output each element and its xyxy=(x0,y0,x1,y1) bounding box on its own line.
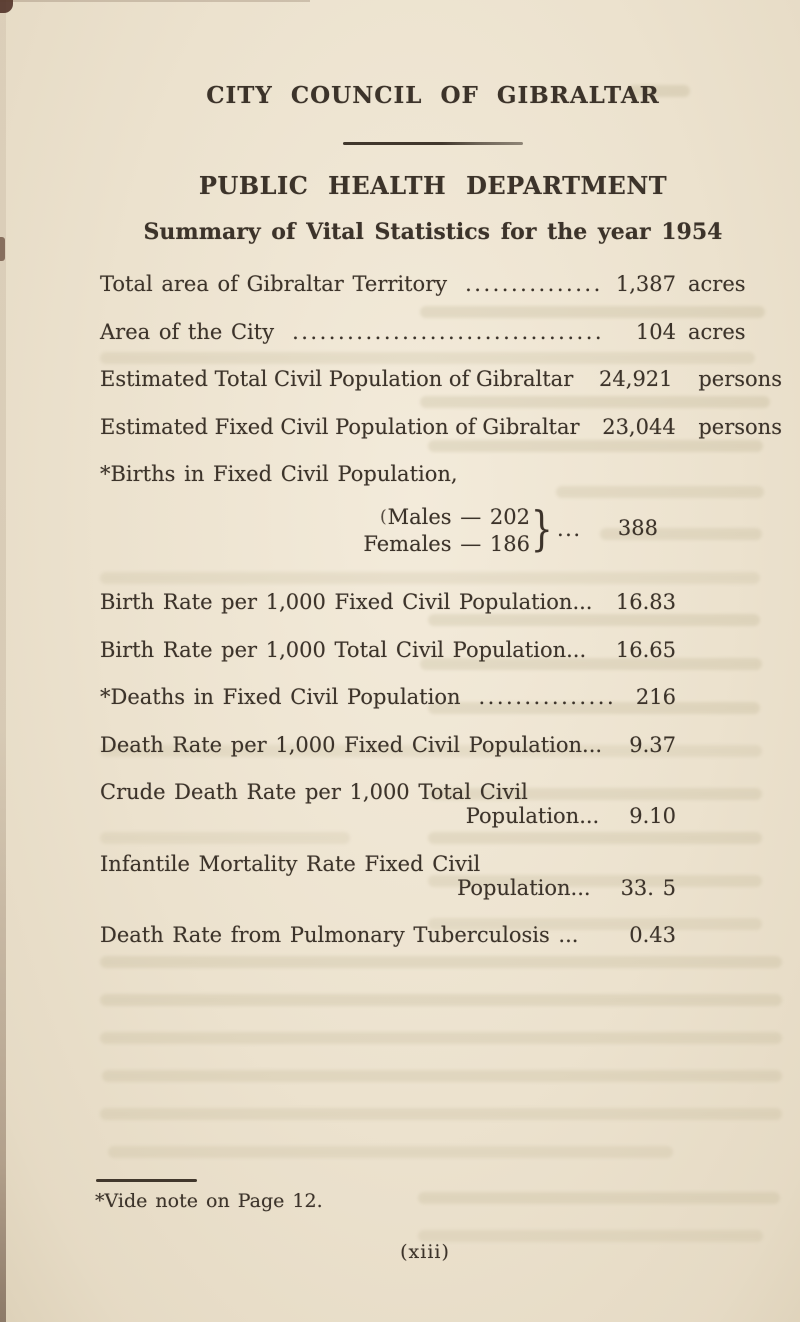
stat-label: *Deaths in Fixed Civil Population xyxy=(100,685,461,709)
stat-label: Area of the City xyxy=(100,320,275,344)
males-label: Males xyxy=(387,505,452,529)
stat-value: 24,921 xyxy=(599,367,673,391)
stat-value: 9.37 xyxy=(629,733,676,757)
page-number: (xiii) xyxy=(400,1241,450,1263)
bleedthrough-artifact xyxy=(100,1032,782,1044)
stat-label: Crude Death Rate per 1,000 Total Civil xyxy=(100,780,528,804)
top-edge-shadow xyxy=(0,0,310,2)
department-title: PUBLIC HEALTH DEPARTMENT xyxy=(198,171,668,200)
stat-value: 16.65 xyxy=(615,638,676,662)
footnote-text: *Vide note on Page 12. xyxy=(95,1190,323,1212)
stat-label: Death Rate per 1,000 Fixed Civil Populat… xyxy=(100,733,603,757)
footnote-rule xyxy=(96,1179,197,1182)
leader-dots: .................................. xyxy=(292,320,605,344)
bleedthrough-artifact xyxy=(100,994,782,1006)
births-total-value: 388 xyxy=(617,516,658,540)
stat-row-crude-death-rate-line2: Population... 9.10 xyxy=(100,804,676,828)
females-line: Females — 186 xyxy=(330,532,530,556)
stat-row-est-total-population: Estimated Total Civil Population of Gibr… xyxy=(100,367,782,391)
leader-dots: ............... xyxy=(478,685,617,709)
stat-row-tb-death-rate: Death Rate from Pulmonary Tuberculosis .… xyxy=(100,923,676,947)
stat-label-continued: Population... xyxy=(465,804,600,828)
stat-row-crude-death-rate-line1: Crude Death Rate per 1,000 Total Civil xyxy=(100,780,676,804)
stat-unit: acres xyxy=(688,272,746,296)
stat-label: Estimated Total Civil Population of Gibr… xyxy=(100,367,574,391)
bleedthrough-artifact xyxy=(418,1192,780,1204)
stat-row-est-fixed-population: Estimated Fixed Civil Population of Gibr… xyxy=(100,415,782,439)
stat-value: 1,387 xyxy=(615,272,676,296)
stat-row-births-heading: *Births in Fixed Civil Population, xyxy=(100,462,676,486)
bleedthrough-artifact xyxy=(428,614,760,626)
corner-mark xyxy=(0,0,13,13)
bleedthrough-artifact xyxy=(100,956,782,968)
stat-row-total-area: Total area of Gibraltar Territory ......… xyxy=(100,272,746,296)
title-divider-rule xyxy=(343,142,523,145)
stat-label: Birth Rate per 1,000 Total Civil Populat… xyxy=(100,638,587,662)
dash: — xyxy=(460,505,482,529)
stat-label-continued: Population... xyxy=(457,876,591,900)
stat-row-deaths-fixed: *Deaths in Fixed Civil Population ......… xyxy=(100,685,676,709)
bleedthrough-artifact xyxy=(428,440,763,452)
stat-row-city-area: Area of the City .......................… xyxy=(100,320,746,344)
births-heading: *Births in Fixed Civil Population, xyxy=(100,462,458,486)
bleedthrough-artifact xyxy=(100,572,760,584)
org-title: CITY COUNCIL OF GIBRALTAR xyxy=(206,82,660,109)
bleedthrough-artifact xyxy=(556,486,764,498)
stat-row-infantile-mortality-line1: Infantile Mortality Rate Fixed Civil xyxy=(100,852,676,876)
stat-row-infantile-mortality-line2: Population... 33. 5 xyxy=(100,876,676,900)
bleedthrough-artifact xyxy=(100,352,755,364)
leader-dots: ............... xyxy=(465,272,603,296)
stat-row-birth-rate-total: Birth Rate per 1,000 Total Civil Populat… xyxy=(100,638,676,662)
stat-unit: acres xyxy=(688,320,746,344)
stat-value: 216 xyxy=(635,685,676,709)
stat-value: 9.10 xyxy=(629,804,676,828)
stat-value: 104 xyxy=(635,320,676,344)
stat-row-death-rate-fixed: Death Rate per 1,000 Fixed Civil Populat… xyxy=(100,733,676,757)
bleedthrough-artifact xyxy=(102,1070,782,1082)
stat-label: Death Rate from Pulmonary Tuberculosis .… xyxy=(100,923,579,947)
stat-value: 23,044 xyxy=(602,415,676,439)
stat-label: Infantile Mortality Rate Fixed Civil xyxy=(100,852,481,876)
bleedthrough-artifact xyxy=(428,832,762,844)
bleedthrough-artifact xyxy=(108,1146,673,1158)
stat-value: 0.43 xyxy=(629,923,676,947)
stat-unit: persons xyxy=(698,367,782,391)
bleedthrough-artifact xyxy=(420,396,770,408)
stat-unit: persons xyxy=(698,415,782,439)
females-label: Females xyxy=(363,532,452,556)
stat-label: Total area of Gibraltar Territory xyxy=(100,272,448,296)
stat-value: 33. 5 xyxy=(620,876,676,900)
bleedthrough-artifact xyxy=(100,832,350,844)
males-line: (Males — 202 xyxy=(330,505,530,529)
dash: — xyxy=(460,532,482,556)
ellipsis: ... xyxy=(557,517,582,541)
brace-glyph: } xyxy=(531,502,553,557)
females-value: 186 xyxy=(489,532,530,556)
summary-title: Summary of Vital Statistics for the year… xyxy=(143,219,723,245)
stat-label: Birth Rate per 1,000 Fixed Civil Populat… xyxy=(100,590,593,614)
stat-value: 16.83 xyxy=(615,590,676,614)
males-value: 202 xyxy=(489,505,530,529)
paren-artifact: ( xyxy=(379,507,387,527)
page-edge-shadow xyxy=(0,0,6,1322)
edge-nick-mark xyxy=(0,237,5,261)
stat-row-birth-rate-fixed: Birth Rate per 1,000 Fixed Civil Populat… xyxy=(100,590,676,614)
stat-label: Estimated Fixed Civil Population of Gibr… xyxy=(100,415,580,439)
bleedthrough-artifact xyxy=(100,1108,782,1120)
bleedthrough-artifact xyxy=(420,306,765,318)
